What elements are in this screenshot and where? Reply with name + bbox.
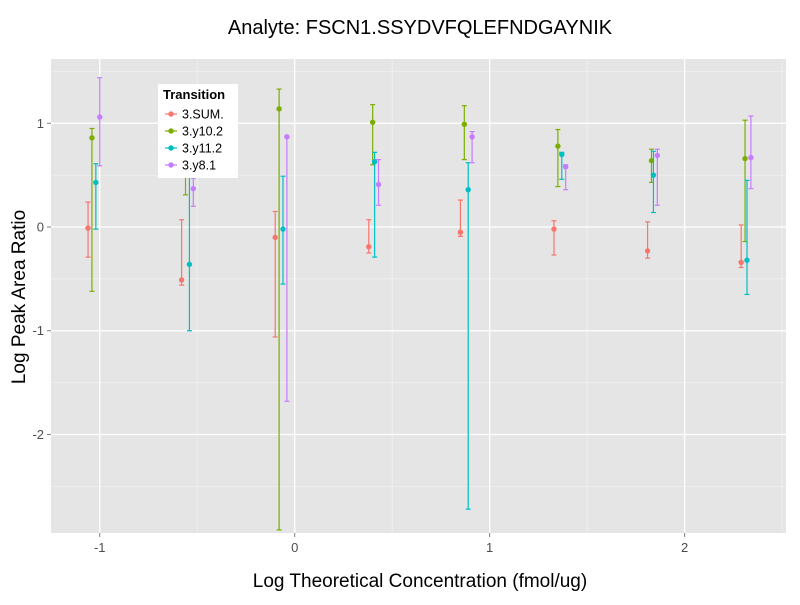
- y-tick-label: 1: [37, 116, 44, 131]
- grid-layer: [51, 59, 786, 533]
- series-group: [93, 150, 750, 510]
- data-point: [551, 226, 557, 232]
- data-point: [744, 257, 750, 263]
- legend-label: 3.y11.2: [182, 142, 222, 156]
- data-point: [85, 225, 91, 231]
- x-tick-label: -1: [94, 540, 106, 555]
- legend-key-point: [168, 145, 174, 151]
- legend-key-point: [168, 111, 174, 117]
- legend-key-point: [168, 128, 174, 134]
- data-point: [366, 244, 372, 250]
- data-point: [742, 155, 748, 162]
- legend-label: 3.SUM.: [182, 108, 224, 122]
- data-point: [562, 164, 569, 170]
- legend-label: 3.y10.2: [182, 125, 223, 139]
- data-point: [276, 106, 282, 112]
- data-point: [555, 143, 561, 149]
- data-point: [457, 229, 464, 235]
- data-point: [461, 121, 468, 128]
- data-point: [97, 114, 103, 120]
- data-point: [190, 185, 197, 192]
- legend-label: 3.y8.1: [182, 159, 216, 173]
- legend-items: 3.SUM. 3.y10.2 3.y11.2 3.y8.1: [165, 108, 224, 173]
- chart-title: Analyte: FSCN1.SSYDVFQLEFNDGAYNIK: [228, 17, 613, 39]
- y-tick-label: 0: [37, 220, 44, 235]
- data-point: [650, 172, 657, 178]
- x-axis-title: Log Theoretical Concentration (fmol/ug): [253, 571, 587, 592]
- data-point: [644, 248, 651, 254]
- data-point: [89, 135, 95, 141]
- data-point: [469, 134, 475, 140]
- data-point: [371, 158, 378, 165]
- data-point: [93, 179, 99, 186]
- x-tick-label: 1: [486, 540, 493, 555]
- axes-layer: -1 0 1 2 -2 -1 0 1: [32, 116, 688, 555]
- x-tick-label: 2: [681, 540, 688, 555]
- series-group: [97, 77, 754, 402]
- data-point: [748, 154, 754, 161]
- data-point: [559, 151, 565, 158]
- data-point: [654, 152, 661, 159]
- legend-key-point: [168, 162, 174, 168]
- data-point: [186, 261, 193, 268]
- data-point: [178, 277, 185, 283]
- data-point: [465, 186, 471, 193]
- legend: Transition 3.SUM. 3.y10.2 3.y11.2 3.y8.1: [158, 84, 238, 178]
- series-group: [85, 199, 744, 338]
- data-point: [375, 181, 382, 188]
- data-point: [272, 234, 278, 241]
- data-point: [280, 226, 286, 232]
- y-tick-label: -2: [32, 427, 44, 442]
- y-axis-title: Log Peak Area Ratio: [9, 210, 30, 384]
- data-point: [369, 119, 376, 125]
- data-marks: [85, 77, 754, 531]
- x-tick-label: 0: [291, 540, 298, 555]
- y-tick-label: -1: [32, 323, 44, 338]
- data-point: [284, 134, 290, 140]
- data-point: [738, 259, 744, 265]
- legend-title: Transition: [163, 87, 225, 102]
